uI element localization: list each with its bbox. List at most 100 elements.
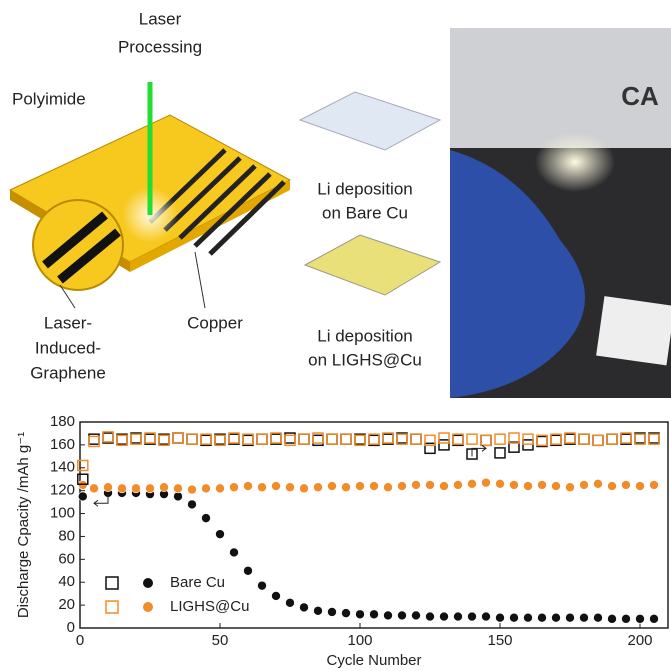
square-point [481,435,491,445]
circle-point [356,610,365,619]
square-point [579,434,589,444]
label: on Bare Cu [322,203,408,222]
circle-point [594,613,603,622]
circle-point [314,606,323,615]
circle-point [622,614,631,623]
square-point [341,434,351,444]
circle-point [216,530,225,539]
circle-point [398,482,407,491]
circle-point [524,613,533,622]
label: Graphene [30,363,106,382]
circle-point [342,609,351,618]
circle-point [496,613,505,622]
square-point [313,435,323,445]
circle-point [454,480,463,489]
circle-point [454,612,463,621]
square-point [439,440,449,450]
circle-point [132,484,141,493]
y-axis-label: Discharge Cpacity /mAh g⁻¹ [15,432,32,618]
legend-square [106,601,118,613]
circle-point [272,482,281,491]
circle-point [258,581,267,590]
y-tick-label: 0 [67,619,75,636]
label: Laser [139,9,182,28]
circle-point [552,613,561,622]
circle-point [440,482,449,491]
circle-point [608,614,617,623]
circle-point [104,483,113,492]
y-tick-label: 80 [58,527,75,544]
circle-point [580,613,589,622]
circle-point [244,482,253,491]
circle-point [216,484,225,493]
square-point [607,434,617,444]
square-point [341,434,351,444]
square-point [285,433,295,443]
x-tick-label: 100 [347,632,372,649]
legend-circle [143,602,153,612]
square-point [495,434,505,444]
circle-point [650,614,659,623]
legend-label: LIGHS@Cu [170,598,249,615]
photo-text: CA [621,81,659,111]
square-point [593,435,603,445]
circle-point [398,611,407,620]
circle-point [342,483,351,492]
circle-point [356,482,365,491]
circle-point [118,484,127,493]
circle-point [510,613,519,622]
circle-point [566,613,575,622]
circle-point [510,480,519,489]
circle-point [202,514,211,523]
circle-point [370,610,379,619]
square-point [579,434,589,444]
photo: CA [450,28,671,398]
square-point [299,434,309,444]
square-point [327,434,337,444]
square-point [89,436,99,446]
y-tick-label: 120 [50,482,75,499]
label: on LIGHS@Cu [308,350,422,369]
circle-point [146,484,155,493]
lighs-tile [305,235,440,295]
circle-point [594,479,603,488]
circle-point [636,482,645,491]
square-point [285,435,295,445]
circle-point [524,482,533,491]
y-tick-label: 140 [50,459,75,476]
square-point [411,434,421,444]
circle-point [328,482,337,491]
circle-point [286,598,295,607]
circle-point [622,480,631,489]
square-point [467,434,477,444]
circle-point [286,483,295,492]
circle-point [538,613,547,622]
legend-square [106,577,118,589]
circle-point [440,612,449,621]
circle-point [426,480,435,489]
plot-frame [80,422,668,628]
square-point [187,434,197,444]
circle-point [244,566,253,575]
circle-point [370,482,379,491]
x-tick-label: 0 [76,632,84,649]
circle-point [482,478,491,487]
square-point [299,434,309,444]
square-point [313,433,323,443]
circle-point [566,483,575,492]
y-tick-label: 20 [58,596,75,613]
circle-point [328,607,337,616]
x-tick-label: 50 [212,632,229,649]
circle-point [230,483,239,492]
square-point [89,434,99,444]
square-point [173,433,183,443]
circle-point [272,591,281,600]
circle-point [230,548,239,557]
inset [33,200,123,290]
circle-point [468,479,477,488]
circle-point [412,480,421,489]
square-point [481,435,491,445]
square-point [257,434,267,444]
y-tick-label: 100 [50,505,75,522]
arrow [472,445,486,456]
